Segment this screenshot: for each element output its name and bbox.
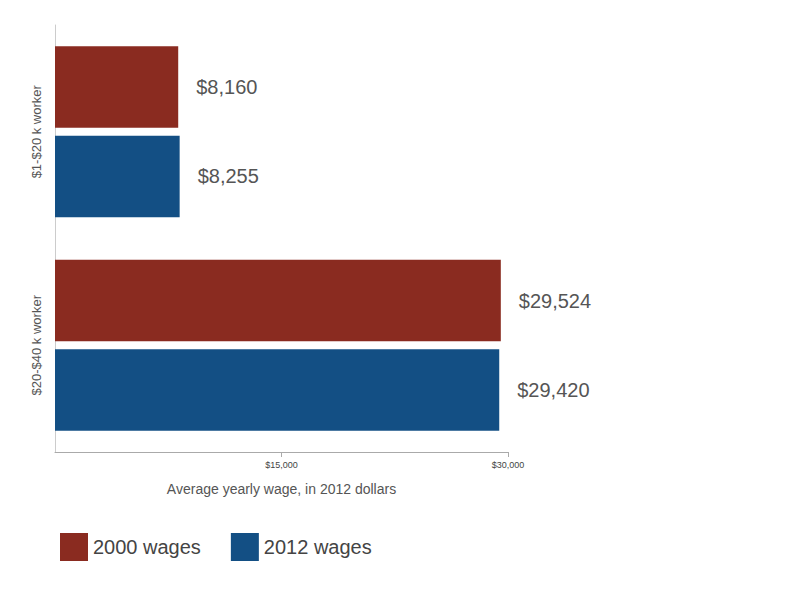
svg-text:2012 wages: 2012 wages xyxy=(264,536,372,558)
svg-text:$1-$20 k worker: $1-$20 k worker xyxy=(29,84,44,178)
svg-text:2000 wages: 2000 wages xyxy=(93,536,201,558)
svg-text:$20-$40 k worker: $20-$40 k worker xyxy=(29,294,44,395)
svg-text:$8,160: $8,160 xyxy=(196,76,257,98)
svg-text:$30,000: $30,000 xyxy=(492,460,525,470)
svg-text:$29,524: $29,524 xyxy=(519,290,591,312)
svg-text:$29,420: $29,420 xyxy=(517,379,589,401)
svg-text:$8,255: $8,255 xyxy=(198,165,259,187)
svg-text:Average yearly wage, in 2012 d: Average yearly wage, in 2012 dollars xyxy=(167,481,396,497)
svg-text:$15,000: $15,000 xyxy=(265,460,298,470)
